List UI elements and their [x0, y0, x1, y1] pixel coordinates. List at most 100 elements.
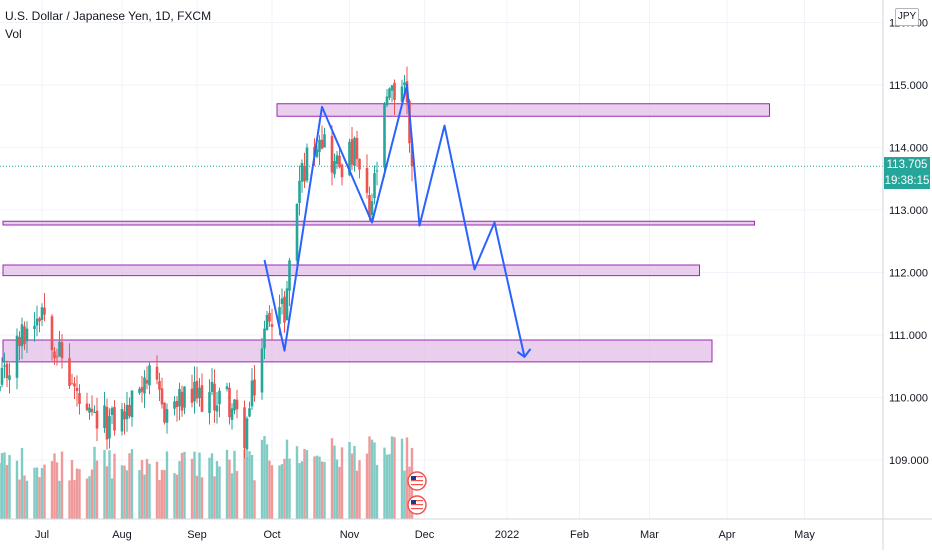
volume-bar: [8, 455, 11, 519]
candle-body: [410, 143, 414, 167]
volume-bar: [148, 463, 151, 519]
candle-body: [145, 380, 149, 384]
volume-bar: [283, 458, 286, 519]
candle-body: [228, 387, 231, 418]
volume-bar: [43, 464, 46, 519]
candle-body: [90, 408, 94, 413]
x-tick-label: Mar: [640, 529, 659, 541]
candle-body: [70, 383, 74, 385]
zone-1[interactable]: [276, 103, 770, 117]
candle-body: [8, 375, 11, 380]
volume-bar: [60, 451, 64, 519]
candle-body: [403, 82, 406, 86]
candle-body: [265, 315, 269, 330]
volume-bar: [0, 453, 4, 519]
volume-bar: [55, 462, 59, 519]
volume-bar: [333, 445, 336, 519]
volume-bar: [93, 446, 96, 519]
volume-bar: [5, 465, 9, 519]
volume-bar: [403, 470, 406, 519]
x-tick-label: Aug: [112, 529, 132, 541]
candle-body: [218, 390, 221, 405]
zone-2[interactable]: [2, 220, 755, 226]
volume-bar: [35, 467, 39, 519]
volume-bar: [173, 473, 176, 519]
volume-bar: [330, 438, 334, 519]
volume-bar: [113, 453, 116, 519]
volume-bar: [78, 469, 81, 519]
candle-body: [25, 328, 29, 342]
volume-bar: [58, 480, 61, 519]
volume-bar: [90, 469, 94, 519]
volume-bar: [3, 452, 6, 519]
volume-bar: [70, 460, 74, 519]
candle-body: [330, 136, 334, 173]
volume-bar: [318, 456, 321, 519]
candle-body: [213, 383, 216, 411]
candle-body: [120, 408, 124, 432]
x-tick-label: May: [794, 529, 815, 541]
projection-line[interactable]: [263, 84, 526, 358]
us-flag-event-icon[interactable]: [407, 471, 427, 491]
zone-3[interactable]: [2, 264, 700, 277]
volume-bar: [33, 467, 36, 519]
volume-bar: [305, 450, 309, 519]
volume-bar: [130, 449, 134, 519]
volume-bar: [110, 478, 114, 519]
volume-bar: [213, 476, 216, 519]
candle-body: [400, 86, 404, 102]
x-tick-label: Sep: [187, 529, 207, 541]
candle-body: [183, 386, 186, 408]
candle-body: [315, 149, 319, 157]
volume-bar: [295, 446, 299, 519]
volume-bar: [405, 437, 409, 519]
candle-body: [155, 366, 159, 380]
us-flag-event-icon[interactable]: [407, 495, 427, 515]
x-tick-label: Nov: [340, 529, 360, 541]
volume-bar: [25, 480, 29, 519]
candle-body: [283, 296, 286, 323]
symbol-title: U.S. Dollar / Japanese Yen, 1D, FXCM: [5, 9, 212, 23]
volume-bar: [350, 453, 354, 519]
volume-bar: [155, 461, 159, 519]
candle-body: [248, 408, 251, 417]
volume-bar: [285, 439, 289, 519]
volume-bar: [190, 458, 194, 519]
volume-bar: [40, 468, 44, 519]
volume-bar: [265, 444, 269, 519]
candle-body: [370, 201, 374, 216]
candle-body: [88, 407, 91, 413]
volume-bar: [340, 447, 344, 519]
x-tick-label: Apr: [718, 529, 735, 541]
y-tick-label: 115.000: [889, 80, 928, 92]
candle-body: [113, 407, 116, 431]
candle-body: [235, 399, 239, 410]
candle-body: [195, 380, 199, 399]
currency-badge[interactable]: JPY: [895, 8, 919, 26]
candle-body: [0, 385, 1, 392]
candle-body: [208, 392, 211, 414]
candle-body: [148, 365, 151, 386]
candle-body: [390, 85, 394, 91]
candle-body: [385, 96, 389, 106]
volume-bar: [235, 471, 239, 519]
volume-bar: [143, 474, 146, 519]
candle-body: [225, 386, 229, 390]
y-tick-label: 112.000: [889, 268, 928, 280]
x-tick-label: Oct: [263, 529, 280, 541]
y-axis: 109.000 110.000 111.000 112.000 113.000 114.0…: [882, 0, 929, 550]
candles: [0, 66, 414, 459]
candle-body: [260, 348, 264, 393]
zone-4[interactable]: [2, 339, 713, 363]
volume-bar: [303, 448, 306, 519]
candle-body: [320, 139, 324, 149]
candle-body: [200, 385, 204, 412]
candle-body: [50, 316, 54, 351]
candle-body: [103, 405, 106, 429]
volume-bar: [280, 464, 284, 519]
volume-bar: [160, 469, 164, 519]
candle-body: [78, 393, 81, 404]
volume-bar: [248, 451, 251, 519]
